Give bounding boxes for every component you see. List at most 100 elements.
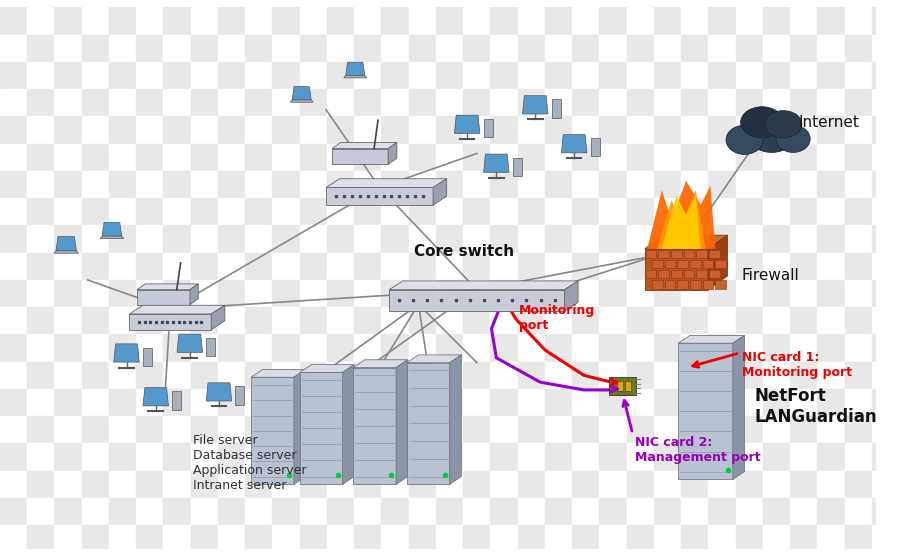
Bar xyxy=(191,525,218,553)
Bar xyxy=(27,171,55,198)
Bar xyxy=(55,143,82,171)
Polygon shape xyxy=(300,365,355,373)
Bar xyxy=(300,7,327,34)
Bar xyxy=(654,444,681,471)
Bar xyxy=(273,7,300,34)
Bar xyxy=(708,7,735,34)
Polygon shape xyxy=(137,284,198,290)
Bar xyxy=(599,416,626,444)
Polygon shape xyxy=(354,368,396,484)
Bar xyxy=(464,444,490,471)
Bar xyxy=(681,198,708,225)
Bar xyxy=(191,7,218,34)
Bar xyxy=(735,225,763,252)
Bar xyxy=(136,143,164,171)
Bar xyxy=(27,252,55,280)
Bar xyxy=(55,171,82,198)
Bar xyxy=(681,362,708,389)
Bar xyxy=(164,252,191,280)
Bar xyxy=(136,34,164,62)
Bar xyxy=(382,116,409,143)
Bar xyxy=(572,280,599,307)
Bar xyxy=(872,34,899,62)
Bar xyxy=(872,416,899,444)
Bar xyxy=(626,307,654,335)
Bar xyxy=(0,444,27,471)
Bar xyxy=(273,62,300,89)
Bar xyxy=(273,444,300,471)
Bar xyxy=(273,116,300,143)
Bar xyxy=(0,252,27,280)
Bar xyxy=(55,116,82,143)
Bar xyxy=(735,89,763,116)
Bar xyxy=(300,471,327,498)
Bar xyxy=(491,444,518,471)
Bar xyxy=(678,280,688,289)
Bar xyxy=(599,34,626,62)
Bar xyxy=(300,225,327,252)
Bar xyxy=(708,62,735,89)
Bar xyxy=(872,89,899,116)
Bar xyxy=(191,225,218,252)
Bar xyxy=(817,280,845,307)
Bar xyxy=(464,553,490,556)
Bar xyxy=(218,198,245,225)
Bar xyxy=(27,198,55,225)
Bar xyxy=(491,225,518,252)
Bar xyxy=(55,252,82,280)
Bar xyxy=(681,252,708,280)
Bar xyxy=(355,280,382,307)
Bar xyxy=(273,280,300,307)
Bar xyxy=(245,307,273,335)
Bar xyxy=(735,252,763,280)
Bar xyxy=(191,416,218,444)
Bar xyxy=(763,198,790,225)
Bar xyxy=(109,225,136,252)
Bar xyxy=(491,416,518,444)
Bar xyxy=(626,335,654,362)
Bar xyxy=(545,252,572,280)
Bar xyxy=(872,7,899,34)
Bar xyxy=(136,89,164,116)
Bar xyxy=(409,252,436,280)
Bar xyxy=(599,525,626,553)
Polygon shape xyxy=(552,100,561,117)
Bar xyxy=(355,525,382,553)
Bar xyxy=(518,416,545,444)
Bar xyxy=(735,444,763,471)
Bar xyxy=(436,89,464,116)
Bar xyxy=(164,225,191,252)
Bar xyxy=(763,280,790,307)
Bar xyxy=(464,362,490,389)
Bar xyxy=(109,89,136,116)
Bar xyxy=(218,116,245,143)
Bar xyxy=(218,362,245,389)
Polygon shape xyxy=(450,355,462,484)
Polygon shape xyxy=(206,383,231,401)
Bar xyxy=(436,498,464,525)
Bar xyxy=(409,362,436,389)
Bar xyxy=(790,416,817,444)
Bar xyxy=(55,553,82,556)
Bar xyxy=(518,171,545,198)
Bar xyxy=(300,116,327,143)
Bar xyxy=(654,225,681,252)
Bar xyxy=(0,171,27,198)
Bar xyxy=(327,335,355,362)
Bar xyxy=(109,252,136,280)
Bar xyxy=(599,7,626,34)
Bar xyxy=(218,553,245,556)
Polygon shape xyxy=(562,135,587,153)
Bar xyxy=(55,62,82,89)
Bar xyxy=(191,444,218,471)
Bar xyxy=(681,143,708,171)
Bar xyxy=(654,171,681,198)
Polygon shape xyxy=(343,365,355,484)
Bar xyxy=(545,171,572,198)
Bar xyxy=(218,62,245,89)
Bar xyxy=(0,34,27,62)
Bar xyxy=(300,553,327,556)
Bar xyxy=(273,416,300,444)
Bar xyxy=(0,280,27,307)
Bar xyxy=(790,553,817,556)
